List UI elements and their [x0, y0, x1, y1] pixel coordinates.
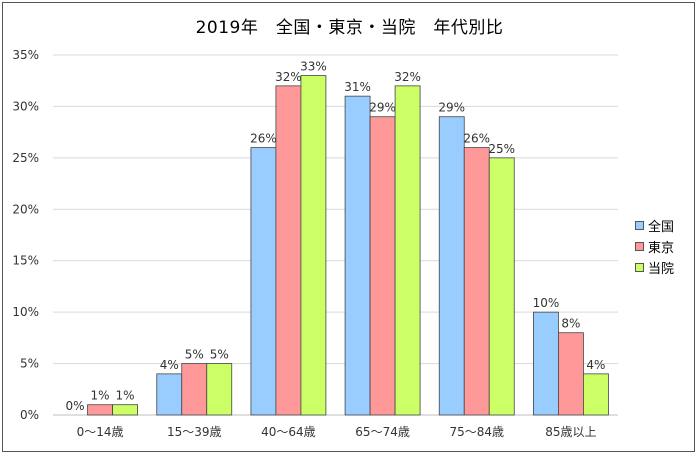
y-tick-label: 5% — [20, 357, 39, 371]
bar — [112, 404, 138, 416]
x-tick-label: 40～64歳 — [261, 425, 316, 439]
data-label: 25% — [488, 142, 515, 156]
bar-chart: 0% 5% 10% 15% 20% 25% 30% 35% 0% 1% 1% 0～14歳 4% 5% 5% 1… — [12, 48, 618, 439]
data-label: 8% — [561, 317, 580, 331]
data-label: 31% — [344, 80, 371, 94]
data-label: 4% — [586, 358, 605, 372]
data-label: 26% — [250, 132, 277, 146]
data-label: 26% — [463, 132, 490, 146]
y-tick-label: 35% — [12, 48, 39, 62]
legend-item: 全国 — [635, 215, 674, 236]
data-label: 29% — [438, 101, 465, 115]
data-label: 5% — [210, 348, 229, 362]
legend-swatch — [635, 242, 644, 251]
y-tick-label: 20% — [12, 202, 39, 216]
bar — [87, 404, 113, 416]
data-label: 10% — [533, 296, 560, 310]
x-tick-label: 0～14歳 — [77, 425, 124, 439]
legend-label: 当院 — [648, 262, 675, 277]
x-tick-label: 85歳以上 — [545, 425, 596, 439]
bar — [463, 147, 490, 416]
bar — [369, 116, 396, 416]
legend-swatch — [635, 263, 644, 272]
data-label: 32% — [275, 70, 302, 84]
data-label: 29% — [369, 101, 396, 115]
x-tick-label: 15～39歳 — [167, 425, 222, 439]
bar — [156, 373, 183, 416]
legend-swatch — [635, 221, 644, 230]
y-tick-label: 30% — [12, 99, 39, 113]
bar — [438, 116, 465, 416]
legend-item: 東京 — [635, 236, 674, 257]
bar — [300, 75, 327, 416]
y-tick-label: 25% — [12, 151, 39, 165]
data-label: 5% — [185, 348, 204, 362]
legend-label: 全国 — [648, 220, 675, 235]
bar — [583, 373, 609, 416]
data-label: 32% — [394, 70, 421, 84]
bar — [533, 311, 559, 416]
x-tick-label: 65～74歳 — [355, 425, 410, 439]
bar — [558, 332, 584, 416]
data-label: 1% — [116, 389, 135, 403]
data-label: 1% — [91, 389, 110, 403]
bar — [275, 85, 302, 416]
chart-frame: 2019年 全国・東京・当院 年代別比 0% 5% 10% 15% 20% 25% 30% 3… — [2, 2, 695, 452]
bar — [488, 157, 515, 416]
y-tick-label: 0% — [20, 408, 39, 422]
data-label: 0% — [66, 399, 85, 413]
chart-title: 2019年 全国・東京・当院 年代別比 — [195, 18, 504, 38]
y-tick-label: 15% — [12, 254, 39, 268]
legend-label: 東京 — [648, 241, 675, 256]
legend: 全国 東京 当院 — [635, 215, 674, 278]
y-tick-label: 10% — [12, 305, 39, 319]
bar — [250, 147, 277, 416]
data-label: 33% — [300, 60, 327, 74]
bar — [181, 363, 208, 416]
bar — [394, 85, 421, 416]
legend-item: 当院 — [635, 257, 674, 278]
data-label: 4% — [160, 358, 179, 372]
bar — [206, 363, 233, 416]
x-tick-label: 75～84歳 — [449, 425, 504, 439]
bar — [344, 95, 371, 416]
